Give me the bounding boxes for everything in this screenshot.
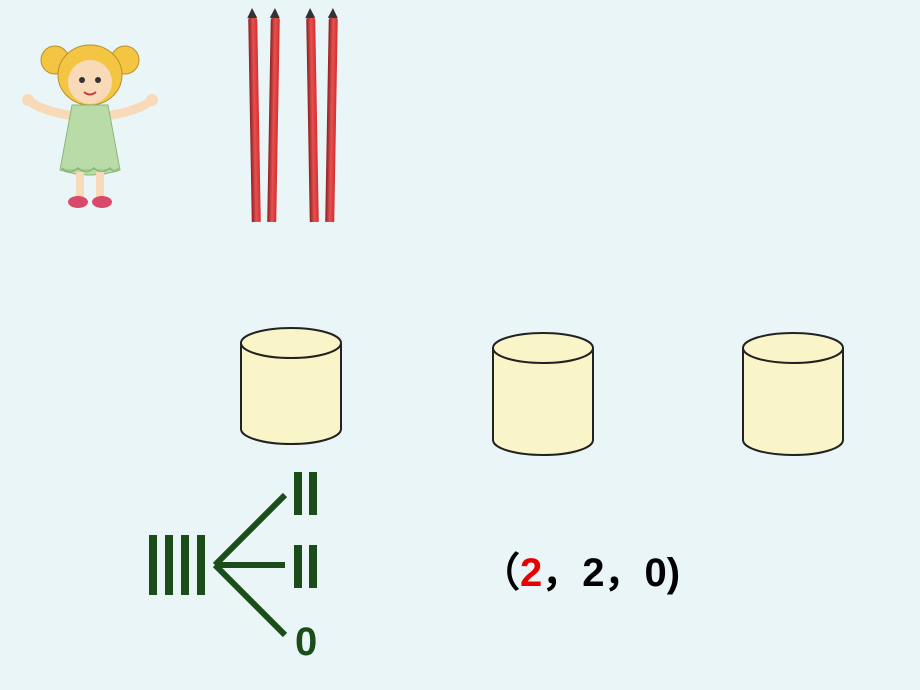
pencil xyxy=(248,18,261,222)
comma-1: ， xyxy=(542,551,582,595)
decomp-zero: 0 xyxy=(295,620,317,664)
pencil xyxy=(267,18,280,222)
pencil-group xyxy=(250,18,336,222)
result-tuple: （2，2，0) xyxy=(480,540,680,598)
comma-2: ， xyxy=(605,551,645,595)
pencil xyxy=(325,18,338,222)
result-second: 2 xyxy=(582,551,604,595)
decomposition-diagram: 0 xyxy=(145,460,345,675)
cylinder-2 xyxy=(490,330,596,463)
result-third: 0 xyxy=(645,551,667,595)
open-paren: （ xyxy=(480,551,520,595)
pencil-pair-1 xyxy=(250,18,278,222)
result-first: 2 xyxy=(520,551,542,595)
cylinder-3 xyxy=(740,330,846,463)
cylinder-1 xyxy=(238,325,344,452)
close-paren: ) xyxy=(667,551,680,595)
pencil xyxy=(306,18,319,222)
girl-character xyxy=(20,30,160,210)
pencil-pair-2 xyxy=(308,18,336,222)
